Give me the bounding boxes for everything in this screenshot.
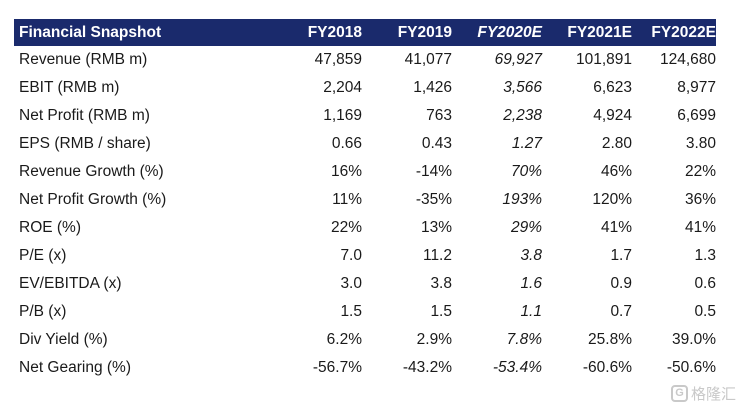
table-row: Div Yield (%) 6.2% 2.9% 7.8% 25.8% 39.0% [14,326,716,354]
table-cell: 69,927 [494,51,542,68]
table-cell: 47,859 [314,51,362,68]
table-cell: 4,924 [593,107,632,124]
table-cell: 46% [600,163,632,180]
table-cell: 2,238 [503,107,542,124]
table-cell: 6.2% [326,331,362,348]
table-row: ROE (%) 22% 13% 29% 41% 41% [14,214,716,242]
table-cell: 2.80 [601,135,632,152]
table-cell: 41,077 [404,51,452,68]
table-cell: 7.0 [340,247,362,264]
table-cell: 2,204 [323,79,362,96]
table-cell: 101,891 [575,51,632,68]
column-header: FY2022E [651,23,716,41]
table-cell: 763 [426,107,452,124]
table-cell: 0.66 [331,135,362,152]
table-cell: 1.5 [430,303,452,320]
row-label: P/B (x) [19,303,67,320]
row-label: EBIT (RMB m) [19,79,120,96]
table-cell: 124,680 [659,51,716,68]
table-cell: 0.5 [694,303,716,320]
table-cell: 193% [502,191,542,208]
table-row: P/B (x) 1.5 1.5 1.1 0.7 0.5 [14,298,716,326]
table-cell: 3.0 [340,275,362,292]
table-row: Revenue Growth (%) 16% -14% 70% 46% 22% [14,158,716,186]
watermark-text: 格隆汇 [690,386,736,403]
table-cell: -53.4% [492,359,542,376]
table-cell: 22% [330,219,362,236]
table-cell: 3,566 [503,79,542,96]
row-label: Net Profit (RMB m) [19,107,150,124]
table-cell: 11.2 [422,247,452,264]
table-cell: 0.9 [610,275,632,292]
table-cell: 3.8 [430,275,452,292]
row-label: Div Yield (%) [19,331,108,348]
table-cell: 25.8% [588,331,632,348]
watermark: G 格隆汇 [670,383,736,404]
table-cell: 1,169 [323,107,362,124]
column-header: FY2018 [307,23,362,41]
table-cell: 6,699 [677,107,716,124]
table-cell: 22% [684,163,716,180]
table-cell: 0.6 [694,275,716,292]
table-cell: 120% [592,191,632,208]
table-cell: -50.6% [666,359,716,376]
row-label: Revenue (RMB m) [19,51,148,68]
table-cell: 39.0% [672,331,716,348]
table-row: Net Gearing (%) -56.7% -43.2% -53.4% -60.6% -… [14,354,716,382]
table-cell: -14% [415,163,452,180]
row-label: ROE (%) [19,219,81,236]
table-cell: 3.8 [520,247,542,264]
column-header: FY2021E [567,23,632,41]
table-cell: 0.43 [421,135,452,152]
table-cell: 1.7 [610,247,632,264]
g-logo-icon: G [670,385,688,402]
row-label: Net Gearing (%) [19,359,131,376]
table-row: P/E (x) 7.0 11.2 3.8 1.7 1.3 [14,242,716,270]
table-row: Net Profit (RMB m) 1,169 763 2,238 4,924 6,69… [14,102,716,130]
table-row: EPS (RMB / share) 0.66 0.43 1.27 2.80 3.80 [14,130,716,158]
table-cell: -56.7% [312,359,362,376]
row-label: P/E (x) [19,247,67,264]
table-cell: 1.6 [520,275,542,292]
row-label: EPS (RMB / share) [19,135,151,152]
table-cell: 1.1 [520,303,542,320]
row-label: EV/EBITDA (x) [19,275,122,292]
table-cell: 29% [510,219,542,236]
table-cell: 6,623 [593,79,632,96]
table-cell: 2.9% [416,331,452,348]
table-cell: 0.7 [610,303,632,320]
table-row: EBIT (RMB m) 2,204 1,426 3,566 6,623 8,977 [14,74,716,102]
table-cell: 70% [510,163,542,180]
table-cell: 41% [600,219,632,236]
column-header: FY2019 [397,23,452,41]
table-body: Revenue (RMB m) 47,859 41,077 69,927 101,891… [14,46,716,382]
table-cell: 1.27 [511,135,542,152]
table-cell: 36% [684,191,716,208]
table-row: EV/EBITDA (x) 3.0 3.8 1.6 0.9 0.6 [14,270,716,298]
column-header: FY2020E [477,23,542,41]
row-label: Net Profit Growth (%) [19,191,167,208]
table-cell: 16% [330,163,362,180]
table-cell: -43.2% [402,359,452,376]
table-row: Net Profit Growth (%) 11% -35% 193% 120% 36% [14,186,716,214]
table-cell: 1.5 [340,303,362,320]
table-cell: 1.3 [694,247,716,264]
table-cell: -60.6% [582,359,632,376]
table-cell: 11% [332,191,362,208]
table-cell: -35% [415,191,452,208]
table-cell: 1,426 [413,79,452,96]
table-cell: 7.8% [506,331,542,348]
table-cell: 8,977 [677,79,716,96]
table-cell: 13% [420,219,452,236]
table-cell: 41% [684,219,716,236]
table-cell: 3.80 [685,135,716,152]
table-title: Financial Snapshot [19,23,162,41]
row-label: Revenue Growth (%) [19,163,164,180]
financial-snapshot-table: Financial Snapshot FY2018 FY2019 FY2020E… [14,19,716,382]
table-row: Revenue (RMB m) 47,859 41,077 69,927 101,891… [14,46,716,74]
table-header: Financial Snapshot FY2018 FY2019 FY2020E… [14,19,716,46]
